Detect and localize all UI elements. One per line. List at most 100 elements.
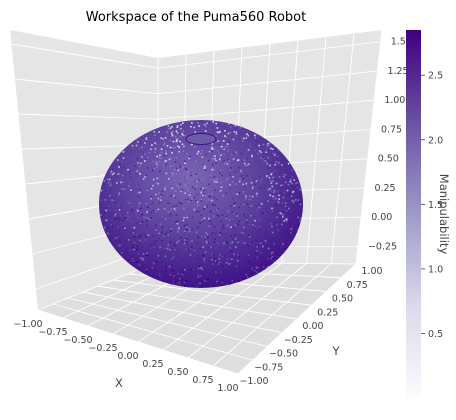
workspace-point xyxy=(191,198,193,200)
workspace-point xyxy=(116,217,118,219)
workspace-point xyxy=(215,135,217,137)
workspace-point xyxy=(227,210,230,213)
workspace-point xyxy=(235,246,237,248)
workspace-point xyxy=(260,251,262,254)
workspace-point xyxy=(158,192,160,194)
workspace-point xyxy=(171,151,173,154)
workspace-point xyxy=(278,186,281,188)
workspace-point xyxy=(201,268,203,270)
workspace-point xyxy=(140,241,143,243)
workspace-point xyxy=(265,233,267,236)
workspace-point xyxy=(182,271,185,273)
workspace-point xyxy=(197,276,199,278)
workspace-point xyxy=(290,195,293,197)
workspace-point xyxy=(172,276,175,279)
y-tick-label: −0.50 xyxy=(269,349,298,360)
workspace-point xyxy=(273,173,276,175)
workspace-point xyxy=(280,246,282,248)
workspace-point xyxy=(167,125,170,127)
workspace-point xyxy=(176,222,179,225)
workspace-point xyxy=(190,174,192,177)
workspace-point xyxy=(157,164,160,166)
workspace-point xyxy=(157,254,160,257)
workspace-point xyxy=(242,231,244,234)
workspace-point xyxy=(117,208,119,211)
workspace-point xyxy=(148,244,150,247)
workspace-point xyxy=(131,256,133,259)
workspace-point xyxy=(131,144,134,147)
workspace-point xyxy=(170,228,173,230)
workspace-point xyxy=(175,136,177,138)
workspace-point xyxy=(272,210,275,212)
workspace-point xyxy=(172,279,175,282)
workspace-point xyxy=(214,180,216,183)
workspace-point xyxy=(203,238,206,240)
workspace-point xyxy=(251,187,254,189)
workspace-point xyxy=(111,225,114,227)
workspace-point xyxy=(267,156,270,159)
workspace-point xyxy=(137,225,140,227)
workspace-point xyxy=(271,258,273,261)
workspace-point xyxy=(203,191,205,194)
workspace-point xyxy=(218,145,220,148)
workspace-point xyxy=(145,268,148,271)
workspace-point xyxy=(202,163,204,165)
workspace-point xyxy=(145,235,147,238)
workspace-point xyxy=(238,180,241,183)
workspace-point xyxy=(185,236,188,238)
workspace-point xyxy=(202,220,204,222)
workspace-point xyxy=(149,153,152,155)
workspace-point xyxy=(238,220,240,222)
workspace-point xyxy=(203,167,206,169)
workspace-point xyxy=(196,156,199,159)
workspace-point xyxy=(132,245,134,247)
workspace-point xyxy=(173,166,175,168)
workspace-point xyxy=(256,194,259,197)
workspace-point xyxy=(234,201,237,204)
workspace-point xyxy=(254,183,256,186)
workspace-point xyxy=(182,202,185,204)
workspace-point xyxy=(217,263,220,265)
workspace-point xyxy=(261,263,263,266)
colorbar xyxy=(406,30,421,398)
workspace-point xyxy=(279,184,282,187)
workspace-point xyxy=(276,224,278,226)
workspace-point xyxy=(257,152,259,155)
workspace-point xyxy=(228,169,231,172)
workspace-point xyxy=(219,193,221,196)
workspace-point xyxy=(275,182,278,185)
workspace-point xyxy=(260,151,262,154)
workspace-point xyxy=(172,134,174,137)
workspace-point xyxy=(145,137,148,139)
workspace-point xyxy=(145,174,148,177)
workspace-point xyxy=(221,122,224,125)
workspace-point xyxy=(230,242,232,244)
workspace-point xyxy=(214,189,216,191)
workspace-point xyxy=(276,154,279,156)
workspace-point xyxy=(219,144,221,147)
workspace-point xyxy=(122,250,125,252)
workspace-point xyxy=(175,242,178,244)
workspace-point xyxy=(121,219,124,222)
workspace-point xyxy=(157,196,159,199)
workspace-point xyxy=(233,204,236,207)
workspace-point xyxy=(205,240,208,242)
workspace-point xyxy=(231,181,234,183)
workspace-point xyxy=(294,199,297,201)
workspace-point xyxy=(120,204,123,207)
workspace-point xyxy=(184,285,186,287)
workspace-point xyxy=(175,251,177,253)
workspace-point xyxy=(196,286,199,288)
workspace-point xyxy=(184,229,186,231)
workspace-point xyxy=(281,223,283,226)
workspace-point xyxy=(170,195,172,197)
floor-grid-line xyxy=(112,279,312,306)
workspace-point xyxy=(164,233,166,236)
workspace-point xyxy=(155,229,158,231)
workspace-point xyxy=(212,164,214,166)
workspace-point xyxy=(188,248,190,251)
workspace-point xyxy=(145,266,148,269)
workspace-point xyxy=(219,158,221,160)
workspace-point xyxy=(155,193,157,196)
